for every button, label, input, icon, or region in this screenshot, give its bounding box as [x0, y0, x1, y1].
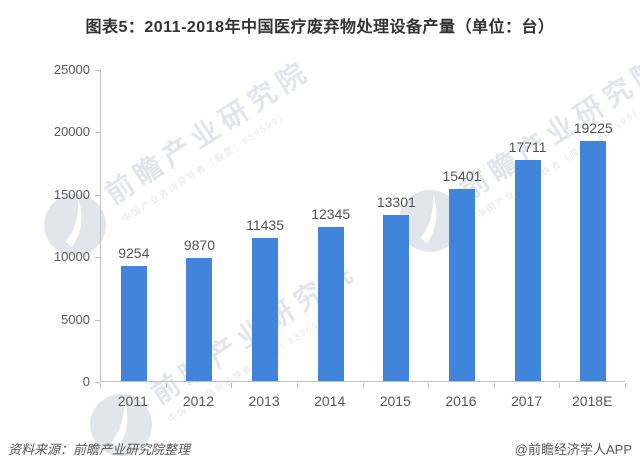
x-axis-label: 2017 — [510, 393, 543, 409]
x-axis-label: 2015 — [379, 393, 411, 409]
bar — [580, 141, 607, 381]
bar-value-label: 11435 — [246, 217, 285, 234]
bar-value-label: 19225 — [573, 120, 613, 137]
plot-area: 9254 9870 11435 12345 13301 15401 17711 19225 — [100, 70, 625, 382]
footer-source: 资料来源：前瞻产业研究院整理 — [8, 442, 191, 457]
y-axis-label: 5000 — [61, 311, 90, 327]
y-axis-tick — [95, 382, 100, 383]
y-axis-tick — [95, 132, 100, 134]
x-axis-tick — [296, 383, 298, 388]
bar — [383, 215, 410, 381]
y-axis-label: 15000 — [53, 186, 90, 202]
x-axis-tick — [362, 383, 364, 388]
bar — [514, 159, 541, 381]
bar — [120, 265, 147, 381]
x-axis-tick — [231, 383, 233, 388]
x-axis-tick — [100, 383, 101, 388]
x-axis-tick — [625, 383, 626, 388]
x-axis-label: 2014 — [314, 393, 346, 409]
y-axis-label: 25000 — [53, 62, 90, 77]
x-axis-tick — [165, 383, 167, 388]
x-axis-label: 2018E — [571, 393, 613, 409]
x-axis-label: 2013 — [248, 393, 280, 409]
y-axis-label: 0 — [82, 374, 90, 389]
x-axis-label: 2012 — [182, 393, 215, 409]
x-axis-tick — [428, 383, 430, 388]
y-axis-tick — [95, 194, 100, 196]
x-axis-tick — [493, 383, 495, 388]
y-axis-label: 10000 — [53, 249, 90, 265]
bar — [186, 257, 213, 381]
bar — [252, 238, 279, 381]
x-axis-label: 2016 — [445, 393, 477, 409]
y-axis-tick — [95, 319, 100, 321]
bar — [317, 226, 344, 381]
x-axis-label: 2011 — [117, 393, 148, 409]
chart-title: 图表5：2011-2018年中国医疗废弃物处理设备产量（单位：台） — [85, 19, 555, 36]
y-axis-tick — [95, 70, 100, 71]
bar-value-label: 17711 — [508, 138, 547, 155]
bar-value-label: 9254 — [118, 244, 150, 261]
bar-value-label: 13301 — [376, 194, 416, 210]
footer-credit: @前瞻经济学人APP — [514, 442, 632, 457]
bar-value-label: 9870 — [183, 236, 216, 253]
bar-value-label: 12345 — [311, 205, 351, 222]
bar — [448, 188, 475, 381]
bar-value-label: 15401 — [442, 167, 482, 184]
y-axis-tick — [95, 257, 100, 259]
y-axis-label: 20000 — [53, 124, 90, 140]
x-axis-tick — [559, 383, 561, 388]
